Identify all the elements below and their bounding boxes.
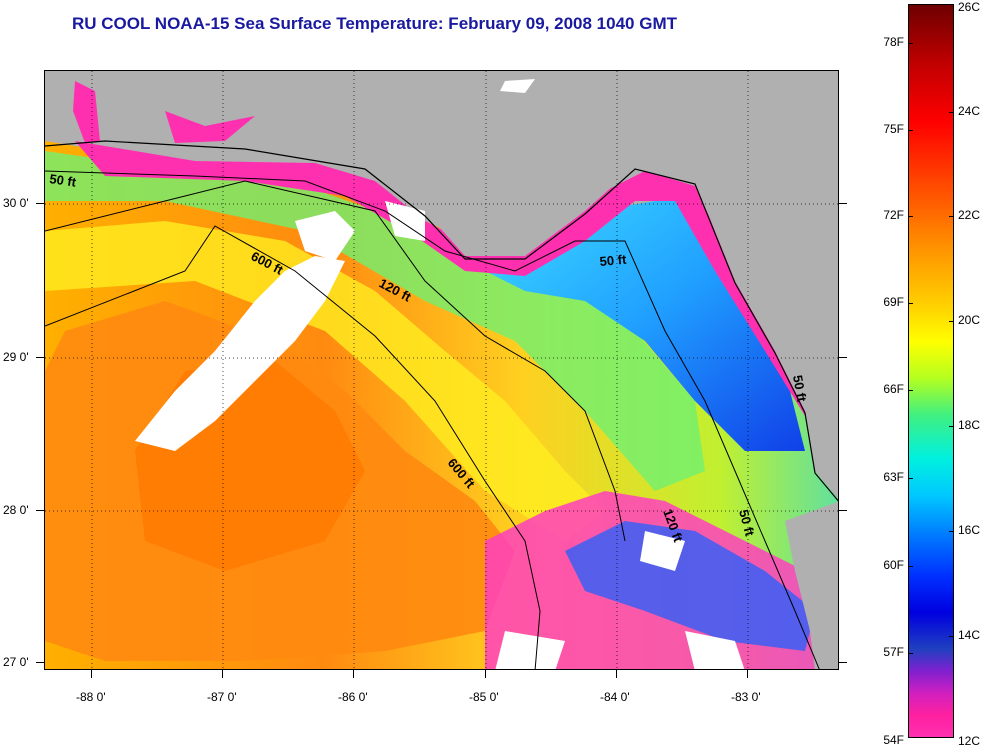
colorbar-label-66f: 66F <box>883 382 904 396</box>
coastline <box>45 140 838 502</box>
colorbar-label-72f: 72F <box>883 208 904 222</box>
lon-label-83: -83 0' <box>731 690 761 704</box>
isobath-600ft <box>45 225 541 669</box>
colorbar-label-26c: 26C <box>958 0 981 14</box>
colorbar-label-57f: 57F <box>883 645 904 659</box>
land-fl-southwest <box>785 501 838 669</box>
green-band <box>45 151 705 491</box>
contour-label-50ft-south: 50 ft <box>736 508 758 538</box>
yellow-band <box>45 221 605 541</box>
cloud-patch-6 <box>640 531 685 571</box>
se-blue <box>565 521 815 651</box>
colorbar-label-18c: 18C <box>958 418 981 432</box>
cloud-band <box>135 256 345 451</box>
bay-mobile <box>73 81 100 143</box>
colorbar-label-20c: 20C <box>958 313 981 327</box>
map-title: RU COOL NOAA-15 Sea Surface Temperature:… <box>72 14 677 33</box>
magenta-fringe <box>75 141 815 416</box>
isobath-120ft <box>45 180 626 542</box>
contour-label-50ft-east: 50 ft <box>790 374 810 404</box>
graticule <box>45 71 838 669</box>
colorbar-label-63f: 63F <box>883 470 904 484</box>
colorbar-label-22c: 22C <box>958 208 981 222</box>
colorbar-label-16c: 16C <box>958 523 981 537</box>
colorbar-label-75f: 75F <box>883 122 904 136</box>
sst-map[interactable]: 50 ft 600 ft 120 ft 50 ft 600 ft 120 ft … <box>44 70 839 670</box>
colorbar-label-60f: 60F <box>883 558 904 572</box>
colorbar-label-78f: 78F <box>883 35 904 49</box>
isobath-50ft <box>45 170 820 669</box>
colorbar-label-14c: 14C <box>958 628 981 642</box>
bay-pensacola <box>165 111 255 143</box>
temperature-colorbar <box>908 4 954 738</box>
cloud-patch-1 <box>295 211 355 261</box>
contour-label-50ft-north: 50 ft <box>599 252 628 269</box>
lon-label-86: -86 0' <box>338 690 368 704</box>
lon-label-84: -84 0' <box>600 690 630 704</box>
lon-label-88: -88 0' <box>76 690 106 704</box>
lat-label-28: 28 0' <box>3 503 29 517</box>
contour-label-50ft-west: 50 ft <box>49 171 78 190</box>
sst-map-svg: 50 ft 600 ft 120 ft 50 ft 600 ft 120 ft … <box>45 71 838 669</box>
colorbar-label-54f: 54F <box>883 733 904 747</box>
lon-label-85: -85 0' <box>469 690 499 704</box>
lat-label-29: 29 0' <box>3 350 29 364</box>
land-north <box>45 71 838 499</box>
lat-label-27: 27 0' <box>3 655 29 669</box>
colorbar-label-12c: 12C <box>958 734 981 748</box>
colorbar-label-69f: 69F <box>883 295 904 309</box>
lon-label-87: -87 0' <box>207 690 237 704</box>
lat-label-30: 30 0' <box>3 196 29 210</box>
cloud-patch-3 <box>500 79 535 93</box>
cloud-patch-5 <box>685 631 745 669</box>
cloud-patch-4 <box>495 631 565 669</box>
colorbar-label-24c: 24C <box>958 104 981 118</box>
